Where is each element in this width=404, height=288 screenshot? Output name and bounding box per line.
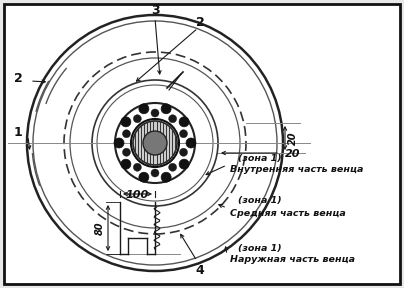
Circle shape (151, 169, 159, 177)
Circle shape (133, 163, 141, 171)
Text: (зона 1): (зона 1) (238, 196, 282, 206)
Text: 20: 20 (285, 149, 301, 159)
Text: 3: 3 (151, 5, 159, 18)
Circle shape (168, 115, 177, 123)
Circle shape (179, 130, 187, 138)
Text: 100: 100 (126, 190, 149, 200)
Circle shape (161, 104, 171, 114)
Circle shape (122, 148, 130, 156)
Text: 4: 4 (196, 264, 204, 276)
Text: Наружная часть венца: Наружная часть венца (230, 255, 355, 264)
Circle shape (121, 159, 131, 169)
Text: Внутренняя часть венца: Внутренняя часть венца (230, 166, 363, 175)
Circle shape (122, 130, 130, 138)
Text: 2: 2 (196, 16, 204, 29)
Circle shape (143, 131, 167, 155)
Text: (зона 1): (зона 1) (238, 243, 282, 253)
Text: Средняя часть венца: Средняя часть венца (230, 209, 346, 217)
Circle shape (133, 121, 177, 165)
Circle shape (114, 138, 124, 148)
Circle shape (168, 163, 177, 171)
Circle shape (121, 117, 131, 127)
Text: (зона 1): (зона 1) (238, 154, 282, 162)
Text: 2: 2 (14, 71, 22, 84)
Circle shape (139, 104, 149, 114)
Circle shape (151, 109, 159, 117)
Circle shape (139, 172, 149, 182)
Circle shape (161, 172, 171, 182)
Circle shape (133, 115, 141, 123)
Circle shape (186, 138, 196, 148)
Text: 1: 1 (14, 126, 22, 139)
Circle shape (179, 159, 189, 169)
Text: 20: 20 (288, 131, 298, 145)
Text: 80: 80 (95, 221, 105, 235)
Circle shape (179, 148, 187, 156)
Circle shape (179, 117, 189, 127)
